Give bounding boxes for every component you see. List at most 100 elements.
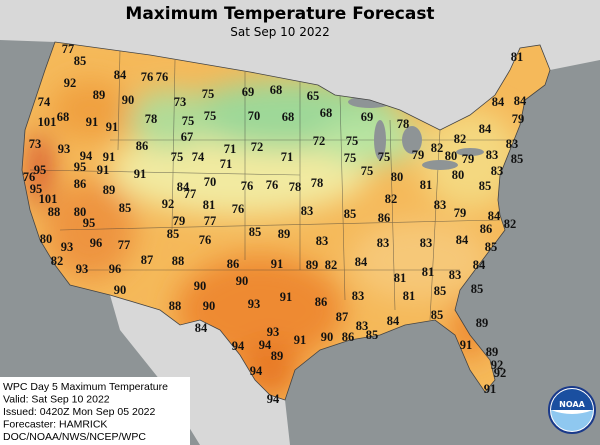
temperature-label: 83 bbox=[449, 268, 462, 282]
temperature-label: 83 bbox=[491, 164, 504, 178]
temperature-label: 96 bbox=[109, 262, 122, 276]
temperature-label: 89 bbox=[486, 345, 499, 359]
temperature-label: 74 bbox=[192, 150, 205, 164]
temperature-label: 83 bbox=[420, 236, 433, 250]
temperature-label: 77 bbox=[184, 187, 197, 201]
temperature-label: 86 bbox=[74, 177, 87, 191]
title: Maximum Temperature Forecast bbox=[125, 4, 434, 24]
temperature-label: 93 bbox=[267, 325, 280, 339]
temperature-label: 93 bbox=[61, 240, 74, 254]
temperature-label: 92 bbox=[494, 366, 507, 380]
temperature-label: 76 bbox=[156, 70, 169, 84]
temperature-label: 76 bbox=[141, 70, 154, 84]
temperature-label: 84 bbox=[114, 68, 127, 82]
temperature-label: 82 bbox=[431, 141, 444, 155]
temperature-label: 84 bbox=[177, 180, 190, 194]
temperature-label: 68 bbox=[270, 83, 283, 97]
subtitle: Sat Sep 10 2022 bbox=[230, 25, 330, 39]
temperature-label: 90 bbox=[122, 93, 135, 107]
temperature-label: 92 bbox=[64, 76, 77, 90]
temperature-label: 83 bbox=[316, 234, 329, 248]
temperature-label: 95 bbox=[83, 216, 96, 230]
temperature-label: 84 bbox=[492, 95, 505, 109]
mexico bbox=[110, 295, 290, 445]
temperature-label: 77 bbox=[204, 214, 217, 228]
temperature-label: 86 bbox=[342, 330, 355, 344]
temperature-label: 79 bbox=[512, 112, 525, 126]
temperature-label: 91 bbox=[97, 163, 110, 177]
temperature-label: 75 bbox=[378, 150, 391, 164]
temperature-label: 91 bbox=[86, 115, 99, 129]
temperature-label: 81 bbox=[203, 198, 216, 212]
temperature-label: 91 bbox=[103, 150, 116, 164]
temperature-label: 80 bbox=[74, 205, 87, 219]
temperature-label: 81 bbox=[422, 265, 435, 279]
temperature-label: 83 bbox=[301, 204, 314, 218]
temperature-label: 90 bbox=[203, 299, 216, 313]
temperature-label: 92 bbox=[491, 358, 504, 372]
temperature-label: 86 bbox=[315, 295, 328, 309]
field-warm bbox=[350, 220, 490, 300]
temperature-label: 84 bbox=[488, 209, 501, 223]
temperature-label: 65 bbox=[307, 89, 320, 103]
temperature-label: 92 bbox=[162, 197, 175, 211]
temperature-label: 75 bbox=[344, 151, 357, 165]
temperature-label: 91 bbox=[460, 338, 473, 352]
temperature-label: 74 bbox=[38, 95, 51, 109]
temperature-label: 91 bbox=[280, 290, 293, 304]
temperature-label: 79 bbox=[173, 214, 186, 228]
temperature-label: 83 bbox=[352, 289, 365, 303]
field-warm bbox=[420, 110, 520, 210]
product-info: Forecaster: HAMRICK bbox=[3, 419, 107, 431]
temperature-label: 68 bbox=[57, 110, 70, 124]
temperature-label: 83 bbox=[506, 137, 519, 151]
temperature-label: 79 bbox=[462, 152, 475, 166]
temperature-label: 85 bbox=[485, 240, 498, 254]
temperature-label: 80 bbox=[452, 168, 465, 182]
temperature-label: 95 bbox=[74, 160, 87, 174]
temperature-label: 90 bbox=[236, 274, 249, 288]
temperature-label: 91 bbox=[134, 167, 147, 181]
temperature-label: 78 bbox=[397, 117, 410, 131]
temperature-label: 83 bbox=[377, 236, 390, 250]
temperature-label: 81 bbox=[511, 50, 524, 64]
temperature-label: 81 bbox=[394, 271, 407, 285]
logo-top bbox=[551, 389, 593, 410]
temperature-label: 84 bbox=[355, 255, 368, 269]
temperature-label: 76 bbox=[199, 233, 212, 247]
temperature-label: 86 bbox=[136, 139, 149, 153]
temperature-label: 93 bbox=[76, 262, 89, 276]
temperature-label: 76 bbox=[232, 202, 245, 216]
temperature-label: 86 bbox=[227, 257, 240, 271]
product-name: WPC Day 5 Maximum Temperature bbox=[3, 381, 168, 393]
temperature-label: 82 bbox=[325, 258, 338, 272]
temperature-label: 87 bbox=[141, 253, 154, 267]
temperature-label: 84 bbox=[514, 94, 527, 108]
temperature-label: 85 bbox=[167, 227, 180, 241]
temperature-label: 85 bbox=[471, 282, 484, 296]
temperature-label: 79 bbox=[454, 206, 467, 220]
temperature-label: 80 bbox=[391, 170, 404, 184]
noaa-logo: NOAA bbox=[548, 386, 596, 434]
temperature-label: 90 bbox=[114, 283, 127, 297]
temperature-label: 89 bbox=[278, 227, 291, 241]
temperature-label: 82 bbox=[454, 132, 467, 146]
logo-bottom bbox=[551, 410, 593, 431]
temperature-label: 75 bbox=[361, 164, 374, 178]
field-hot bbox=[50, 80, 130, 140]
temperature-label: 82 bbox=[51, 254, 64, 268]
temperature-label: 78 bbox=[311, 176, 324, 190]
temperature-label: 71 bbox=[281, 150, 294, 164]
temperature-label: 101 bbox=[38, 115, 57, 129]
temperature-label: 70 bbox=[204, 175, 217, 189]
temperature-label: 91 bbox=[106, 120, 119, 134]
temperature-label: 94 bbox=[267, 392, 280, 406]
temperature-label: 73 bbox=[29, 137, 42, 151]
temperature-label: 89 bbox=[103, 183, 116, 197]
temperature-label: 75 bbox=[202, 87, 215, 101]
temperature-label: 68 bbox=[320, 106, 333, 120]
logo-text: NOAA bbox=[559, 400, 585, 409]
temperature-label: 88 bbox=[48, 205, 61, 219]
temperature-label: 71 bbox=[220, 157, 233, 171]
